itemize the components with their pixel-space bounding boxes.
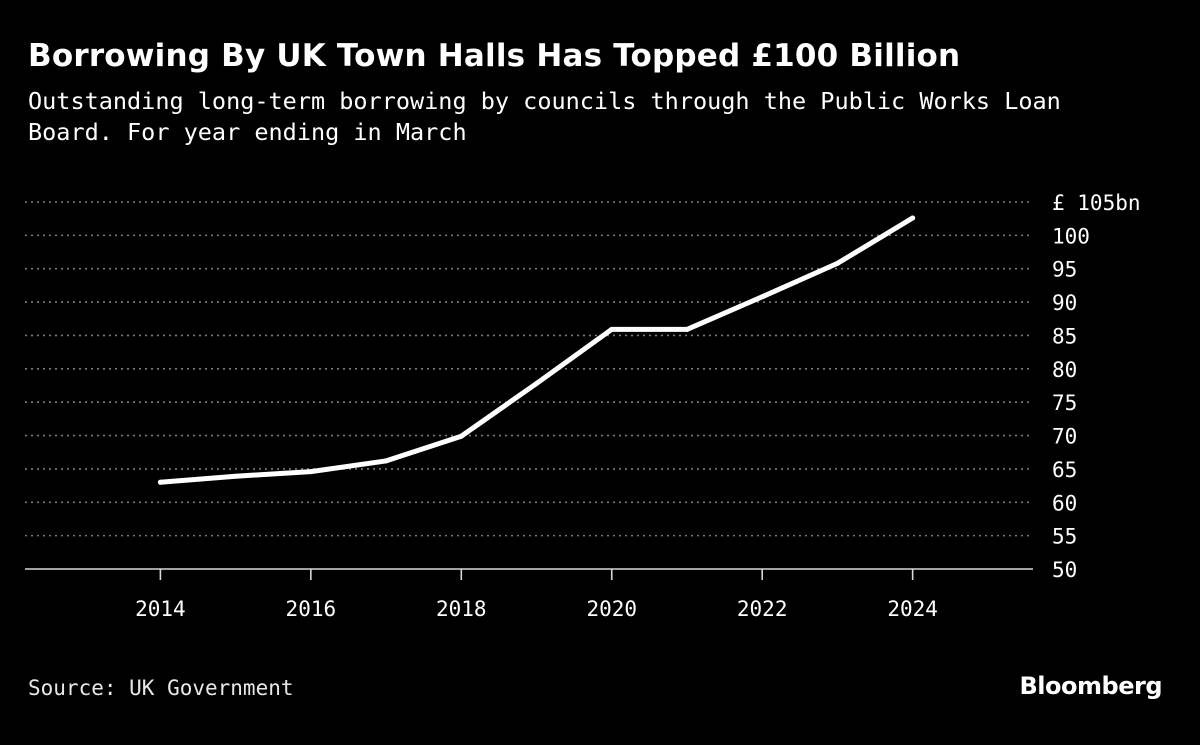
y-tick-label: 75 — [1052, 391, 1077, 415]
chart-subtitle: Outstanding long-term borrowing by counc… — [28, 87, 1061, 146]
data-point — [759, 294, 765, 300]
y-tick-label: 95 — [1052, 258, 1077, 282]
y-axis-labels: 50 55 60 65 70 75 80 85 90 95 100 £ 105bn — [1052, 191, 1141, 582]
x-tick-label: 2024 — [887, 597, 938, 621]
data-point — [684, 326, 690, 332]
data-point — [834, 260, 840, 266]
y-tick-label: 80 — [1052, 358, 1077, 382]
series-line — [157, 215, 916, 485]
x-axis — [25, 568, 1033, 580]
x-tick-label: 2014 — [135, 597, 186, 621]
x-tick-label: 2022 — [737, 597, 788, 621]
data-point — [157, 479, 163, 485]
y-tick-label: 85 — [1052, 324, 1077, 348]
x-tick-label: 2016 — [286, 597, 337, 621]
data-point — [233, 473, 239, 479]
y-tick-label: 70 — [1052, 425, 1077, 449]
x-tick-label: 2018 — [436, 597, 487, 621]
data-point — [308, 469, 314, 475]
y-tick-label: 65 — [1052, 458, 1077, 482]
source-note: Source: UK Government — [28, 676, 294, 700]
data-point — [458, 433, 464, 439]
x-tick-label: 2020 — [586, 597, 637, 621]
y-tick-label: 50 — [1052, 558, 1077, 582]
y-tick-label: £ 105bn — [1052, 191, 1141, 215]
data-point — [910, 215, 916, 221]
data-point — [534, 380, 540, 386]
y-tick-label: 60 — [1052, 491, 1077, 515]
y-tick-label: 55 — [1052, 525, 1077, 549]
y-tick-label: 90 — [1052, 291, 1077, 315]
data-point — [383, 458, 389, 464]
data-point — [609, 326, 615, 332]
series-layer — [157, 215, 916, 485]
bloomberg-logo: Bloomberg — [1019, 672, 1163, 700]
y-tick-label: 100 — [1052, 224, 1090, 248]
x-axis-labels: 2014 2016 2018 2020 2022 2024 — [135, 597, 938, 621]
chart-title: Borrowing By UK Town Halls Has Topped £1… — [28, 38, 961, 74]
gridlines — [25, 201, 1033, 537]
